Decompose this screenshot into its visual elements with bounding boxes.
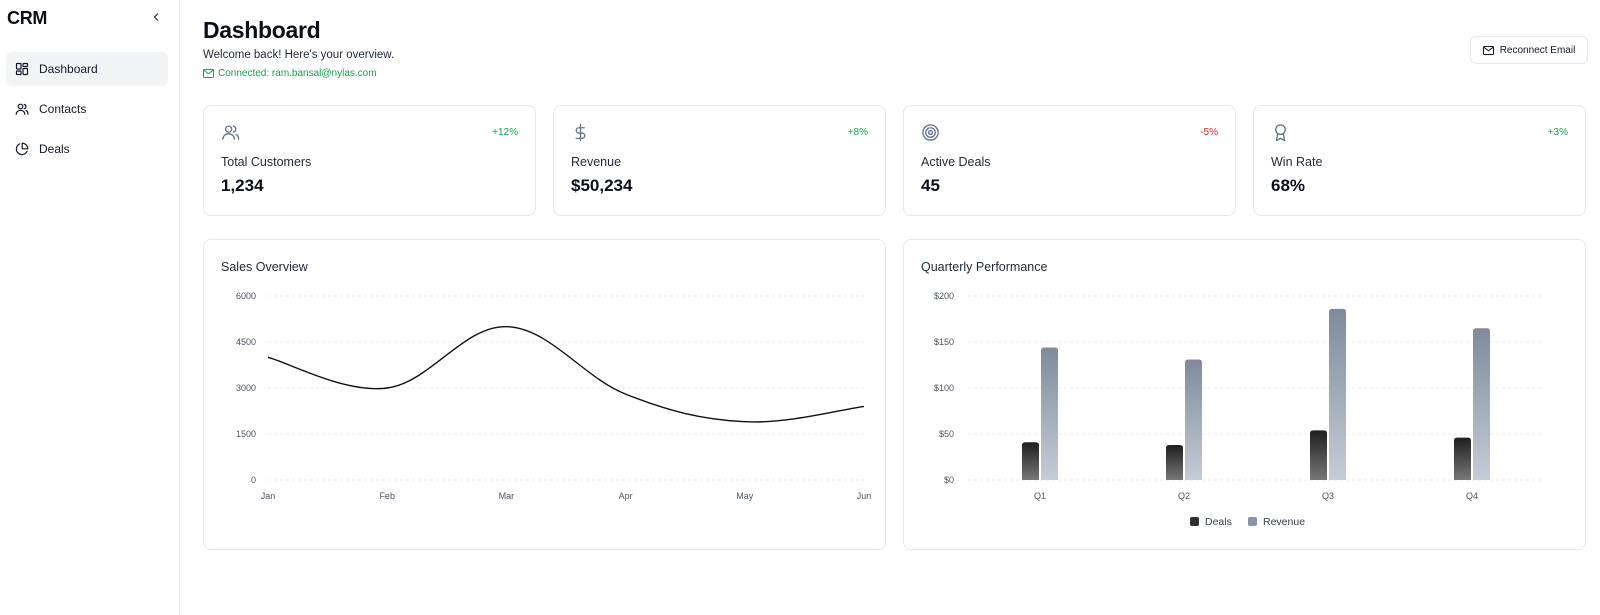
revenue-bar — [1329, 308, 1346, 480]
y-tick-label: $100 — [934, 383, 954, 393]
sales-line — [267, 325, 865, 423]
y-tick-label: $0 — [944, 475, 954, 485]
y-tick-label: 1500 — [236, 429, 256, 439]
legend-swatch — [1190, 517, 1199, 526]
connection-status-text: Connected: ram.bansal@nylas.com — [218, 68, 377, 79]
sidebar-item-contacts[interactable]: Contacts — [6, 92, 168, 126]
x-tick-label: Q1 — [1034, 491, 1046, 501]
quarterly-performance-panel: Quarterly Performance $0 $50 $100 $150 $200 Q… — [903, 239, 1586, 550]
legend-swatch — [1248, 517, 1257, 526]
stat-label: Revenue — [571, 155, 622, 169]
x-tick-label: Feb — [379, 491, 395, 501]
stat-label: Total Customers — [221, 155, 312, 169]
x-tick-label: May — [736, 491, 754, 501]
chart-title: Sales Overview — [221, 260, 308, 274]
deals-bar — [1454, 437, 1471, 480]
stat-card-win-rate: +3% Win Rate 68% — [1253, 105, 1586, 216]
sales-overview-chart: 0 1500 3000 4500 6000 Jan Feb Mar Apr May Jun — [236, 291, 872, 501]
stat-delta: +3% — [1547, 127, 1568, 138]
stat-delta: +12% — [492, 127, 518, 138]
quarterly-performance-chart: $0 $50 $100 $150 $200 Q1 Q2 Q3 Q4 Deals Revenue — [934, 291, 1544, 528]
x-tick-label: Mar — [499, 491, 515, 501]
deals-bar — [1310, 430, 1327, 480]
stat-label: Win Rate — [1271, 155, 1323, 169]
sidebar-item-dashboard[interactable]: Dashboard — [6, 52, 168, 86]
reconnect-email-label: Reconnect Email — [1499, 44, 1576, 56]
deals-bar — [1022, 442, 1039, 480]
legend-label: Deals — [1205, 516, 1232, 528]
page-title: Dashboard — [203, 17, 321, 43]
sidebar-nav: Dashboard Contacts Deals — [6, 52, 168, 172]
pie-chart-icon — [15, 142, 29, 156]
target-icon — [922, 124, 939, 141]
x-tick-label: Q4 — [1466, 491, 1478, 501]
dashboard-icon — [15, 62, 29, 76]
collapse-sidebar-button[interactable] — [148, 9, 164, 25]
stat-value: 1,234 — [221, 176, 264, 195]
stat-value: 45 — [921, 176, 940, 195]
sidebar-item-label: Deals — [39, 142, 70, 156]
stat-delta: +8% — [847, 127, 868, 138]
mail-icon — [1482, 45, 1494, 55]
chevron-left-icon — [153, 13, 159, 21]
x-tick-label: Jan — [261, 491, 276, 501]
dollar-icon — [575, 123, 586, 142]
stat-card-active-deals: -5% Active Deals 45 — [903, 105, 1236, 216]
y-tick-label: 4500 — [236, 337, 256, 347]
award-icon — [1275, 124, 1286, 142]
stat-value: 68% — [1271, 176, 1306, 195]
y-tick-label: 6000 — [236, 291, 256, 301]
app-brand: CRM — [7, 8, 48, 28]
stat-card-total-customers: +12% Total Customers 1,234 — [203, 105, 536, 216]
stat-value: $50,234 — [571, 176, 633, 195]
connection-status: Connected: ram.bansal@nylas.com — [203, 68, 377, 79]
users-icon — [15, 102, 29, 116]
x-tick-label: Q3 — [1322, 491, 1334, 501]
revenue-bar — [1185, 359, 1202, 480]
reconnect-email-button[interactable]: Reconnect Email — [1470, 36, 1588, 64]
page-subtitle: Welcome back! Here's your overview. — [203, 49, 395, 61]
y-tick-label: $50 — [939, 429, 954, 439]
chart-title: Quarterly Performance — [921, 260, 1048, 274]
deals-bar — [1166, 445, 1183, 480]
legend-label: Revenue — [1263, 516, 1305, 528]
mail-icon — [203, 69, 214, 78]
stat-card-revenue: +8% Revenue $50,234 — [553, 105, 886, 216]
y-tick-label: $150 — [934, 337, 954, 347]
x-tick-label: Jun — [857, 491, 872, 501]
y-tick-label: $200 — [934, 291, 954, 301]
revenue-bar — [1473, 328, 1490, 480]
stat-delta: -5% — [1200, 127, 1218, 138]
sidebar-item-label: Dashboard — [39, 62, 98, 76]
users-icon — [222, 125, 240, 140]
sidebar-item-label: Contacts — [39, 102, 87, 116]
stat-label: Active Deals — [921, 155, 991, 169]
sidebar: CRM Dashboard Contacts Deals — [0, 0, 180, 615]
x-tick-label: Q2 — [1178, 491, 1190, 501]
sidebar-item-deals[interactable]: Deals — [6, 132, 168, 166]
x-tick-label: Apr — [619, 491, 633, 501]
y-tick-label: 0 — [251, 475, 256, 485]
revenue-bar — [1041, 347, 1058, 480]
sales-overview-panel: Sales Overview 0 1500 3000 4500 6000 Jan Feb Ma… — [203, 239, 886, 550]
y-tick-label: 3000 — [236, 383, 256, 393]
